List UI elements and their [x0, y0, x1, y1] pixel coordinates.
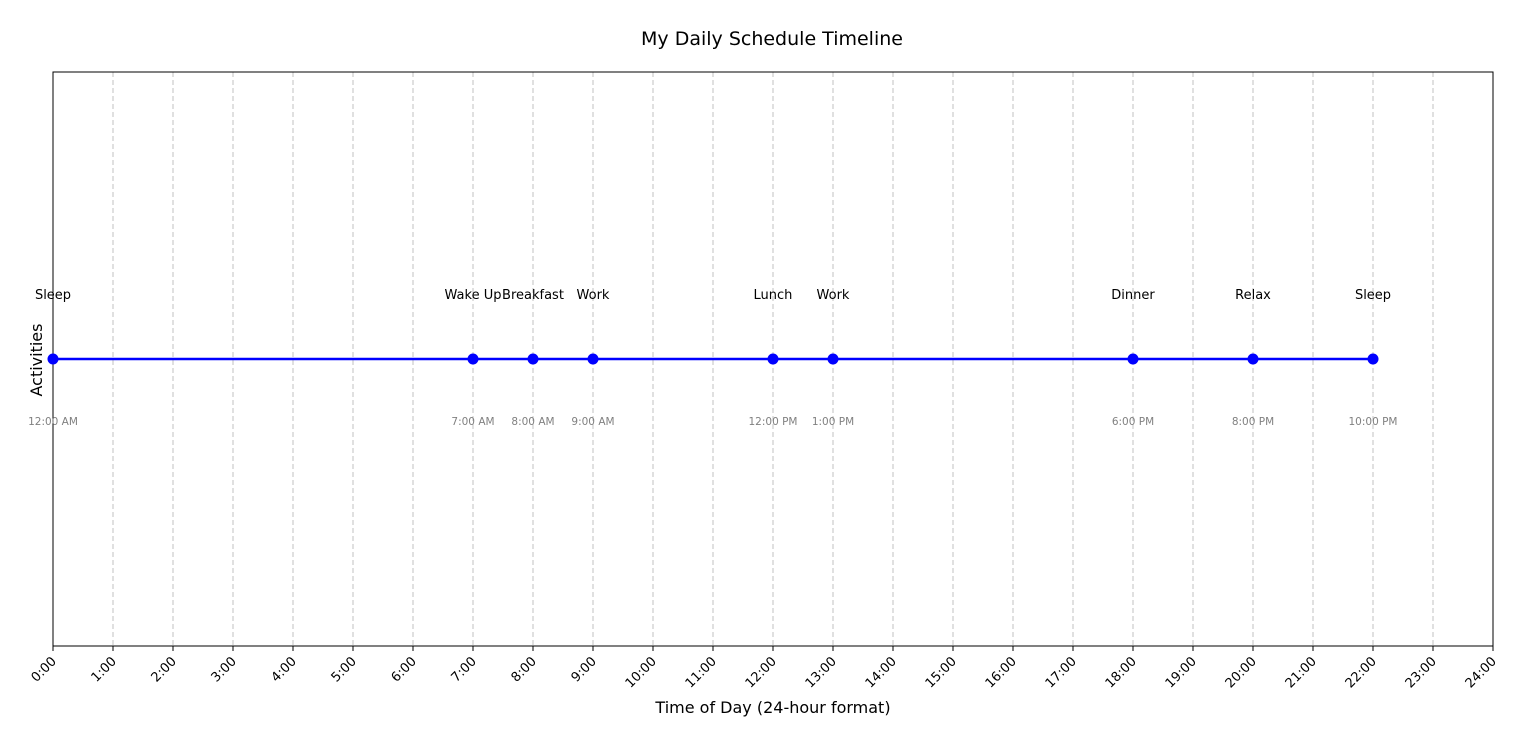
x-tick-label: 1:00: [89, 654, 120, 685]
event-label: Breakfast: [502, 288, 564, 303]
event-label: Sleep: [1355, 288, 1391, 303]
x-tick-label: 10:00: [623, 654, 660, 691]
x-tick-label: 5:00: [329, 654, 360, 685]
event-label: Wake Up: [445, 288, 502, 303]
x-tick-label: 16:00: [983, 654, 1020, 691]
y-axis-label: Activities: [27, 324, 46, 397]
event-point: [527, 353, 539, 365]
event-point: [47, 353, 59, 365]
event-point: [1127, 353, 1139, 365]
x-tick-label: 24:00: [1463, 654, 1500, 691]
event-label: Sleep: [35, 288, 71, 303]
event-label: Lunch: [754, 288, 793, 303]
x-tick-label: 18:00: [1103, 654, 1140, 691]
x-tick-label: 8:00: [509, 654, 540, 685]
event-time-label: 10:00 PM: [1349, 416, 1398, 428]
x-tick-label: 2:00: [149, 654, 180, 685]
event-label: Relax: [1235, 288, 1271, 303]
event-time-label: 8:00 AM: [511, 416, 554, 428]
event-label: Dinner: [1111, 288, 1155, 303]
chart-title: My Daily Schedule Timeline: [641, 28, 903, 50]
x-axis-label: Time of Day (24-hour format): [654, 698, 890, 717]
event-labels: Sleep Wake Up Breakfast Work Lunch Work Dinner…: [35, 288, 1391, 303]
x-tick-label: 21:00: [1283, 654, 1320, 691]
x-tick-label: 17:00: [1043, 654, 1080, 691]
event-label: Work: [817, 288, 850, 303]
event-point: [587, 353, 599, 365]
x-axis-ticks: 0:00 1:00 2:00 3:00 4:00 5:00 6:00 7:00 8:00 9:00…: [29, 646, 1500, 691]
event-time-label: 1:00 PM: [812, 416, 854, 428]
event-time-label: 8:00 PM: [1232, 416, 1274, 428]
event-point: [467, 353, 479, 365]
event-point: [827, 353, 839, 365]
x-tick-label: 13:00: [803, 654, 840, 691]
x-tick-label: 6:00: [389, 654, 420, 685]
x-tick-label: 12:00: [743, 654, 780, 691]
event-time-label: 12:00 AM: [28, 416, 78, 428]
x-tick-label: 0:00: [29, 654, 60, 685]
x-tick-label: 3:00: [209, 654, 240, 685]
x-tick-label: 11:00: [683, 654, 720, 691]
x-tick-label: 15:00: [923, 654, 960, 691]
x-tick-label: 4:00: [269, 654, 300, 685]
x-tick-label: 9:00: [569, 654, 600, 685]
time-labels: 12:00 AM 7:00 AM 8:00 AM 9:00 AM 12:00 PM 1:0…: [28, 416, 1397, 428]
x-tick-label: 14:00: [863, 654, 900, 691]
x-tick-label: 19:00: [1163, 654, 1200, 691]
x-tick-label: 23:00: [1403, 654, 1440, 691]
event-points: [47, 353, 1379, 365]
event-time-label: 9:00 AM: [571, 416, 614, 428]
event-time-label: 12:00 PM: [749, 416, 798, 428]
event-point: [1367, 353, 1379, 365]
x-tick-label: 7:00: [449, 654, 480, 685]
event-time-label: 7:00 AM: [451, 416, 494, 428]
event-time-label: 6:00 PM: [1112, 416, 1154, 428]
event-point: [767, 353, 779, 365]
event-point: [1247, 353, 1259, 365]
x-tick-label: 22:00: [1343, 654, 1380, 691]
x-tick-label: 20:00: [1223, 654, 1260, 691]
event-label: Work: [577, 288, 610, 303]
